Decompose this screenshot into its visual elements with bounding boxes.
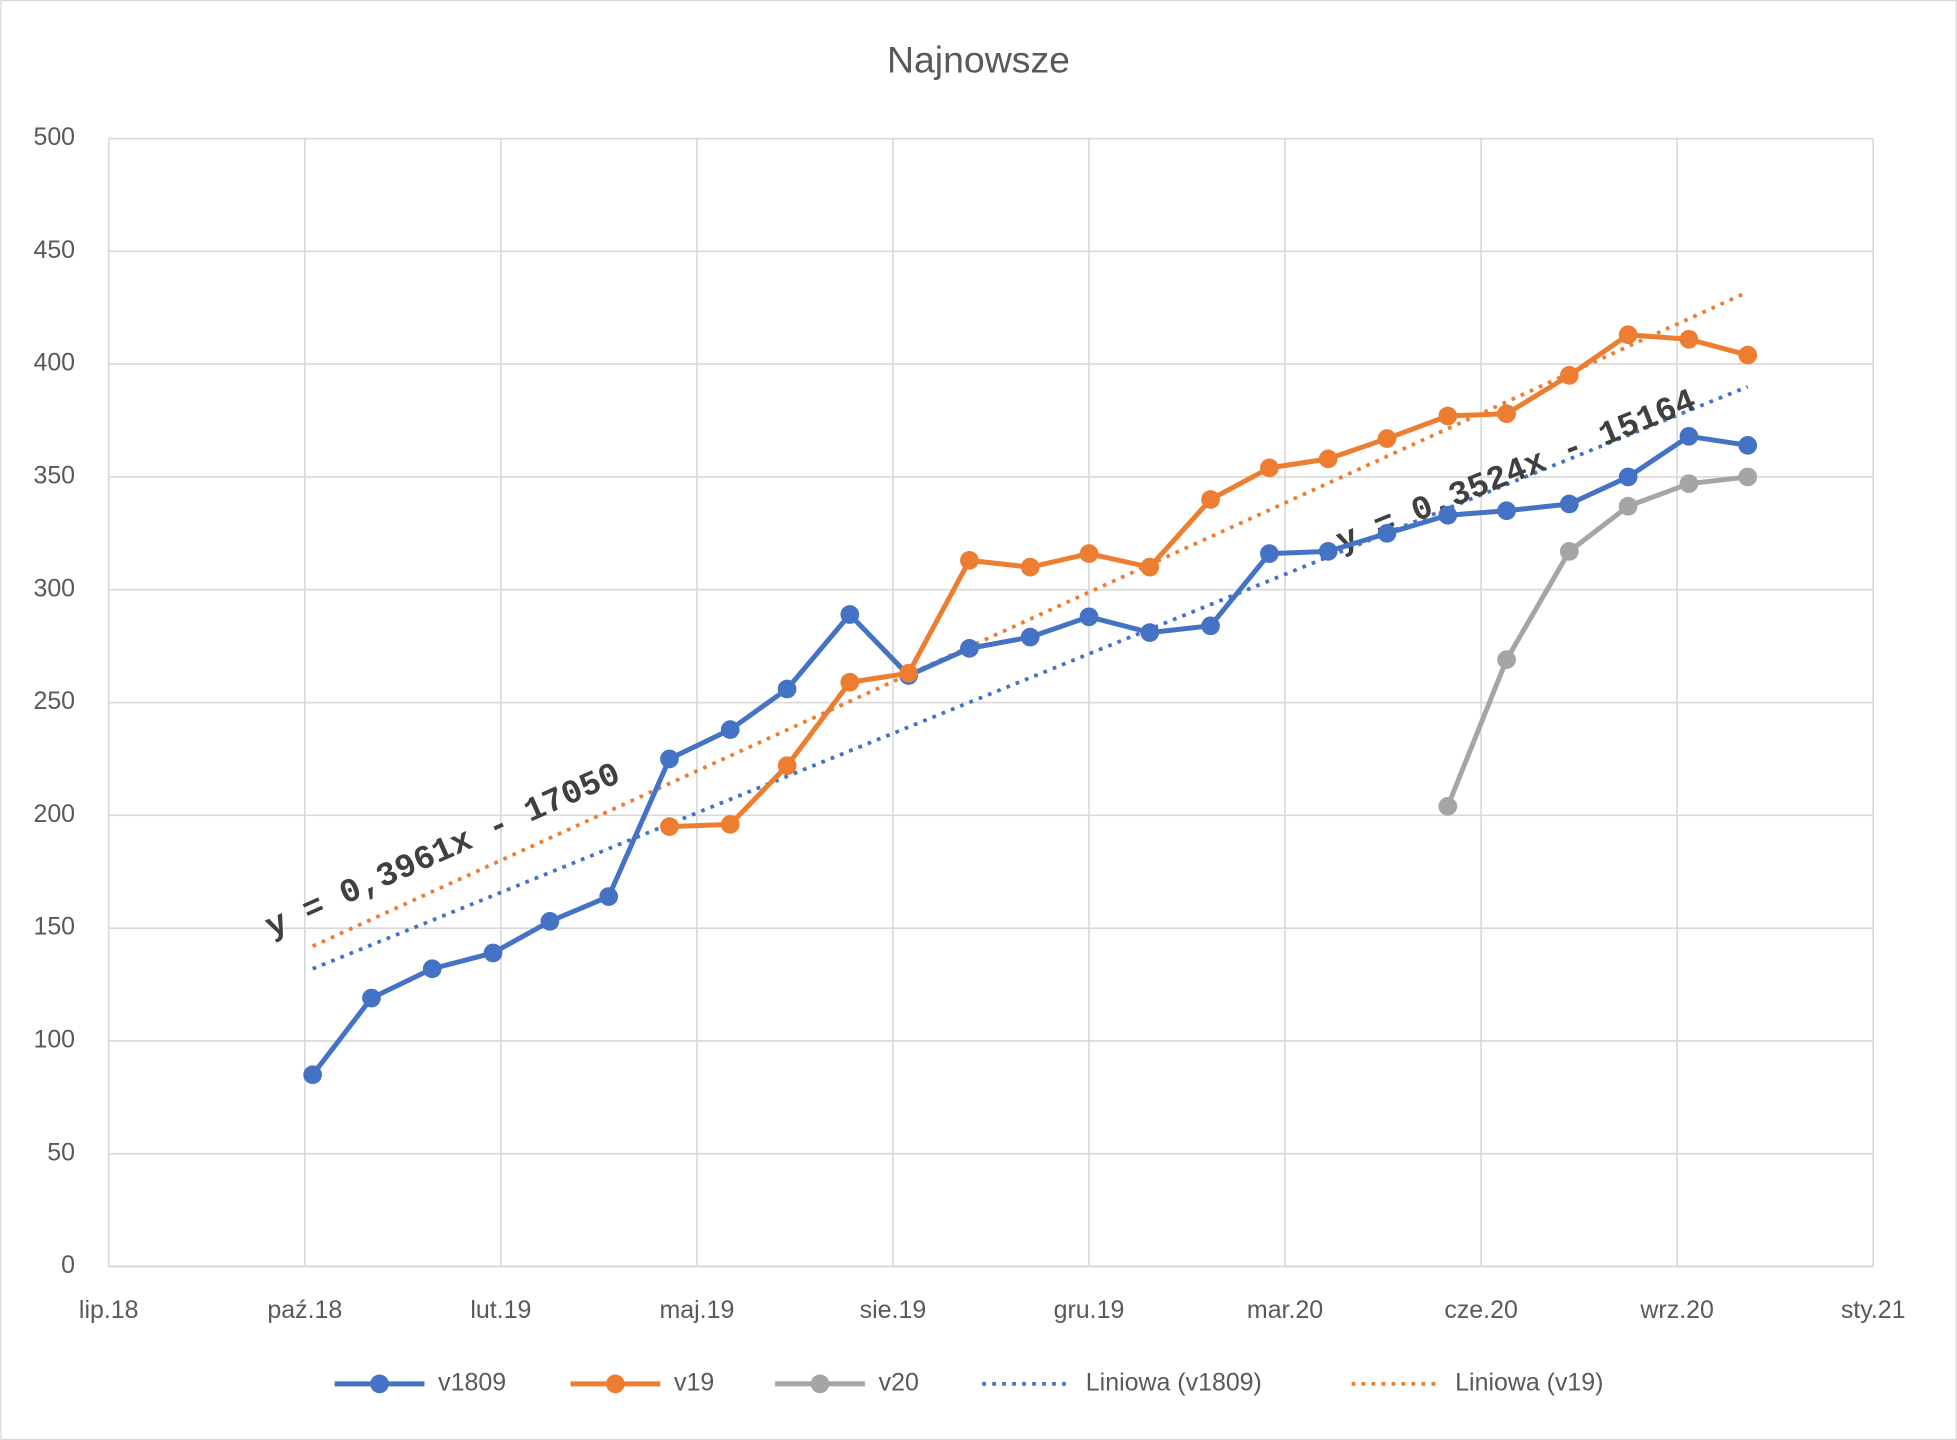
data-point [1260, 544, 1279, 563]
data-point [422, 959, 442, 979]
data-point [1020, 557, 1040, 577]
x-tick-label: lut.19 [470, 1296, 531, 1324]
data-point [1618, 496, 1638, 516]
legend-label: Liniowa (v1809) [1086, 1368, 1262, 1396]
x-tick-label: mar.20 [1247, 1296, 1323, 1324]
data-point [1318, 542, 1338, 561]
y-tick-label: 250 [33, 687, 75, 715]
data-point [1079, 544, 1099, 563]
x-tick-label: sty.21 [1841, 1296, 1906, 1324]
y-tick-label: 450 [33, 236, 75, 264]
data-point [660, 749, 679, 769]
data-point [1679, 329, 1699, 349]
data-point [1438, 505, 1458, 525]
data-point [1679, 474, 1699, 494]
legend-label: v20 [879, 1368, 919, 1396]
data-point [660, 817, 679, 836]
data-point [899, 663, 918, 683]
data-point [599, 887, 619, 906]
y-tick-label: 350 [33, 462, 75, 490]
data-point [1738, 345, 1758, 365]
data-point [840, 672, 860, 692]
legend-item: Liniowa (v1809) [982, 1368, 1262, 1396]
data-point [1318, 449, 1338, 469]
legend-item: Liniowa (v19) [1351, 1368, 1603, 1396]
data-point [1559, 542, 1579, 561]
y-tick-label: 100 [33, 1026, 75, 1054]
data-point [960, 639, 979, 658]
data-point [1377, 523, 1397, 543]
data-point [720, 815, 740, 834]
legend-item: v1809 [334, 1368, 506, 1396]
data-point [1497, 404, 1516, 424]
data-point [1738, 467, 1758, 487]
data-point [960, 551, 979, 570]
data-point [1140, 623, 1160, 642]
data-point [1559, 366, 1579, 385]
data-point [1201, 616, 1220, 636]
data-point [1438, 796, 1458, 816]
y-tick-label: 0 [61, 1251, 75, 1279]
x-tick-label: cze.20 [1444, 1296, 1517, 1324]
x-tick-label: sie.19 [860, 1296, 927, 1324]
legend-marker [810, 1374, 830, 1394]
data-point [1738, 435, 1758, 455]
data-point [1079, 607, 1099, 627]
data-point [1559, 494, 1579, 514]
data-point [1679, 426, 1699, 446]
data-point [362, 988, 381, 1008]
y-tick-label: 400 [33, 349, 75, 377]
legend-label: v19 [674, 1368, 714, 1396]
legend-label: Liniowa (v19) [1455, 1368, 1603, 1396]
data-point [1020, 627, 1040, 647]
data-point [1438, 406, 1458, 426]
legend-item: v20 [775, 1368, 919, 1396]
legend-item: v19 [570, 1368, 714, 1396]
data-point [1497, 501, 1516, 521]
chart-title: Najnowsze [887, 38, 1070, 80]
data-point [303, 1065, 323, 1085]
data-point [1201, 490, 1220, 509]
y-tick-label: 500 [33, 123, 75, 151]
data-point [1140, 557, 1160, 577]
data-point [1618, 325, 1638, 345]
data-point [720, 720, 740, 739]
legend-marker [370, 1374, 389, 1394]
y-tick-label: 150 [33, 913, 75, 941]
data-point [1618, 467, 1638, 487]
data-point [777, 679, 797, 699]
y-tick-label: 50 [47, 1138, 75, 1166]
data-point [1497, 650, 1516, 670]
data-point [840, 605, 860, 624]
y-tick-label: 300 [33, 574, 75, 602]
legend-label: v1809 [438, 1368, 506, 1396]
x-tick-label: gru.19 [1054, 1296, 1125, 1324]
x-tick-label: wrz.20 [1639, 1296, 1713, 1324]
series-line [1445, 474, 1749, 808]
data-point [1260, 458, 1279, 478]
x-tick-label: lip.18 [79, 1296, 139, 1324]
data-point [777, 756, 797, 776]
data-point [540, 912, 560, 931]
data-point [483, 943, 503, 963]
data-point [1377, 429, 1397, 448]
trendline [311, 290, 1749, 948]
y-tick-label: 200 [33, 800, 75, 828]
legend-marker [606, 1374, 625, 1394]
x-tick-label: paź.18 [267, 1296, 342, 1324]
x-tick-label: maj.19 [659, 1296, 734, 1324]
trendline [311, 384, 1749, 971]
